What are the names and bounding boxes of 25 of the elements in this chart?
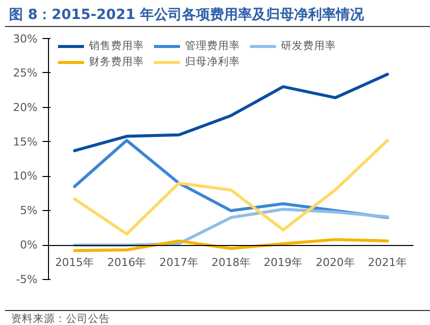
x-tick-label: 2021年 <box>368 256 407 270</box>
legend-label: 销售费用率 <box>89 39 144 53</box>
y-tick-label: 0% <box>20 238 38 252</box>
y-tick-label: 20% <box>13 100 38 114</box>
line-series <box>73 138 389 236</box>
y-tick-label: 5% <box>20 204 38 218</box>
x-tick-label: 2015年 <box>55 256 94 270</box>
y-tick-label: 30% <box>13 32 38 46</box>
legend-label: 财务费用率 <box>89 55 144 69</box>
y-tick-label: 10% <box>13 170 38 183</box>
line-series <box>73 72 389 152</box>
x-tick-label: 2019年 <box>264 256 303 270</box>
y-tick-label: -5% <box>16 273 38 286</box>
x-tick-label: 2018年 <box>212 256 251 270</box>
x-tick-label: 2016年 <box>107 256 146 270</box>
x-tick-label: 2017年 <box>159 256 198 270</box>
chart-title: 图 8：2015-2021 年公司各项费用率及归母净利率情况 <box>9 6 364 25</box>
text: 资料来源：公司公告 <box>11 311 110 325</box>
x-tick-label: 2020年 <box>316 256 355 270</box>
legend-label: 研发费用率 <box>281 39 336 53</box>
y-tick-label: 25% <box>13 66 38 80</box>
legend-label: 归母净利率 <box>185 55 240 69</box>
legend-label: 管理费用率 <box>185 39 240 53</box>
line-series <box>73 238 389 252</box>
y-tick-label: 15% <box>13 135 38 148</box>
